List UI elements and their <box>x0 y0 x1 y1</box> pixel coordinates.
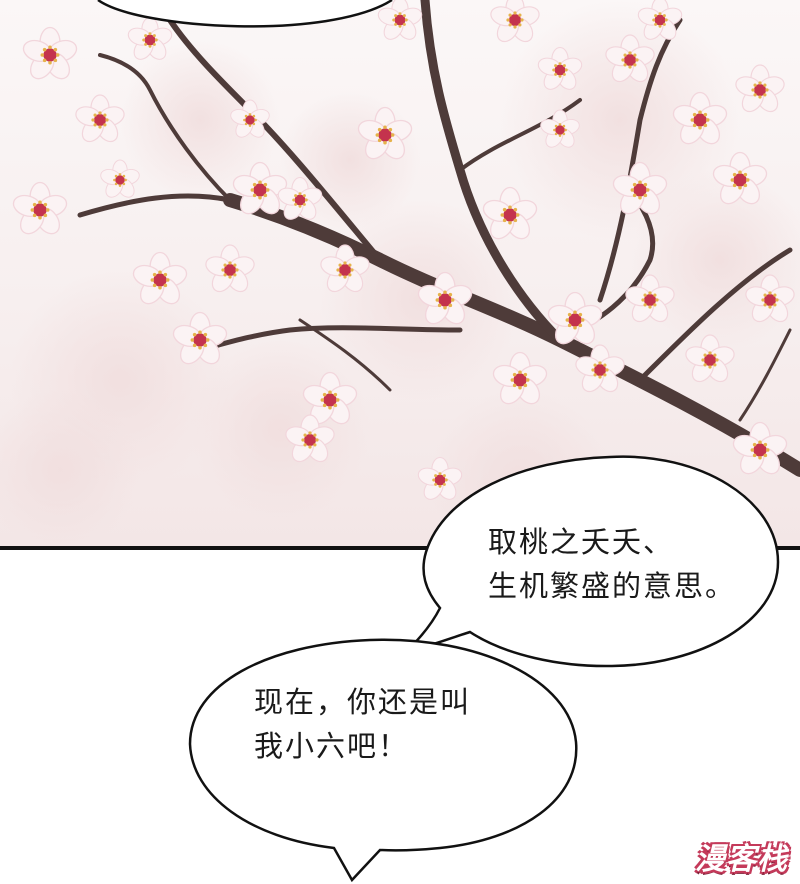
blossom-flower <box>672 91 728 145</box>
blossom-flower <box>377 0 423 40</box>
blossom-flower <box>230 99 270 138</box>
blossom-flower <box>605 34 655 83</box>
speech-bubble-2-text: 现在，你还是叫 我小六吧！ <box>254 680 534 768</box>
speech-bubble-1-text: 取桃之夭夭、 生机繁盛的意思。 <box>488 520 788 608</box>
speech-bubble-1 <box>404 455 780 668</box>
blossom-flower <box>285 414 335 463</box>
blossom-flower <box>712 151 768 205</box>
blossom-flower <box>100 159 140 198</box>
branch <box>738 328 792 422</box>
branch <box>597 17 683 303</box>
blossom-flower <box>205 244 255 293</box>
panel-divider <box>0 546 800 550</box>
blossom-flower <box>75 94 125 143</box>
blossom-flower <box>132 251 188 305</box>
blossom-flower <box>22 26 78 80</box>
branch <box>298 318 392 392</box>
speech-line: 取桃之夭夭、 <box>488 525 675 559</box>
speech-bubble-2 <box>188 638 578 883</box>
blossom-flower <box>232 161 288 215</box>
blossom-flower <box>277 176 323 220</box>
blossom-flower <box>625 274 675 323</box>
branch <box>77 193 233 218</box>
branch <box>458 98 582 172</box>
blossom-flower <box>172 311 228 365</box>
blossom-flower <box>302 371 358 425</box>
speech-line: 生机繁盛的意思。 <box>488 569 737 603</box>
blossom-flower <box>127 16 173 60</box>
blossom-flower <box>482 186 538 240</box>
blossom-flower <box>357 106 413 160</box>
blossom-flower <box>575 344 625 393</box>
speech-bubble-top-edge <box>97 0 393 28</box>
watermark-logo: 漫客栈 <box>695 842 788 877</box>
blossom-flower <box>612 161 668 215</box>
blossom-panel <box>0 0 800 548</box>
blossom-flower <box>417 271 473 325</box>
blossom-flower <box>417 456 463 500</box>
blossom-flower <box>537 46 583 90</box>
blossom-flower <box>492 351 548 405</box>
blossom-flower <box>320 244 370 293</box>
blossom-flower <box>540 109 580 148</box>
branch <box>98 53 232 202</box>
tree-branches <box>77 0 800 477</box>
branch <box>223 193 800 477</box>
speech-line: 我小六吧！ <box>254 729 410 763</box>
blossom-flower <box>490 0 540 43</box>
blossom-flower <box>745 274 795 323</box>
blossom-flower <box>637 0 683 40</box>
blossom-flower <box>735 64 785 113</box>
branch <box>637 247 793 383</box>
blossom-flowers <box>12 0 795 500</box>
blossom-flower <box>12 181 68 235</box>
blossom-flower <box>685 334 735 383</box>
blossom-flower <box>732 421 788 475</box>
branch <box>197 325 463 353</box>
blossom-branch-illustration <box>0 0 800 548</box>
blossom-flower <box>547 291 603 345</box>
speech-line: 现在，你还是叫 <box>254 685 472 719</box>
